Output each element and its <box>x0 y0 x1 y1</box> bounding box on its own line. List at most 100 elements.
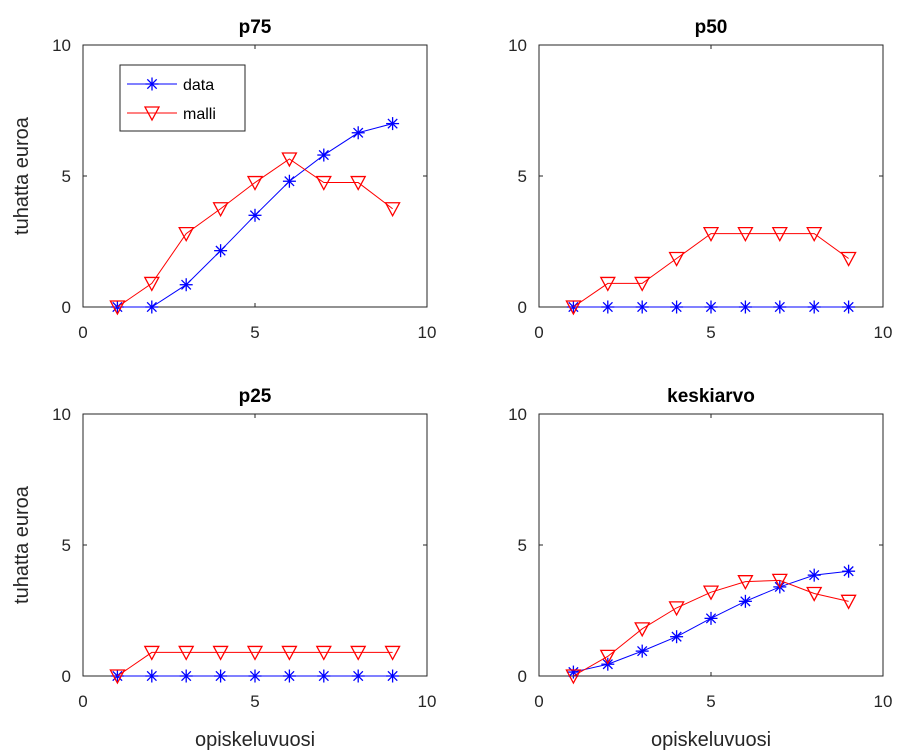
asterisk-stroke <box>602 301 613 313</box>
series-line-malli <box>573 233 849 308</box>
y-tick-label: 0 <box>518 667 527 686</box>
y-tick-label: 10 <box>508 405 527 424</box>
asterisk-stroke <box>387 670 398 682</box>
y-tick-label: 10 <box>52 405 71 424</box>
data-point-malli <box>737 226 754 243</box>
data-point-data <box>635 300 649 314</box>
data-point-malli <box>565 669 582 685</box>
data-point-data <box>807 300 821 314</box>
data-point-malli <box>737 575 754 591</box>
asterisk-stroke <box>215 245 226 256</box>
series-data <box>110 117 400 314</box>
x-tick-label: 5 <box>250 692 259 711</box>
data-point-data <box>317 669 331 683</box>
y-tick-label: 5 <box>518 167 527 186</box>
legend-label-data: data <box>183 77 214 94</box>
x-tick-label: 10 <box>418 323 437 342</box>
data-point-data <box>842 564 856 578</box>
legend: data malli <box>119 64 246 132</box>
panel-0: 0 5 10 0 5 10 p75 tuhatta euroa data malli <box>11 17 436 342</box>
data-point-malli <box>212 202 229 218</box>
series-malli <box>109 645 401 685</box>
asterisk-stroke <box>284 670 295 682</box>
asterisk-stroke <box>637 645 648 657</box>
data-point-malli <box>668 601 685 617</box>
asterisk-stroke <box>705 301 717 313</box>
data-point-malli <box>384 645 401 661</box>
data-point-malli <box>806 586 823 602</box>
data-point-malli <box>634 276 651 292</box>
y-axis-label: tuhatta euroa <box>11 485 33 604</box>
data-point-data <box>842 300 856 314</box>
data-point-data <box>386 117 400 131</box>
asterisk-stroke <box>284 176 295 187</box>
data-point-malli <box>771 226 788 243</box>
x-tick-label: 0 <box>78 323 87 342</box>
data-point-data <box>214 669 228 683</box>
data-point-malli <box>109 300 126 316</box>
x-axis-label: opiskeluvuosi <box>195 729 315 751</box>
x-axis-label: opiskeluvuosi <box>651 729 771 751</box>
y-tick-label: 5 <box>518 536 527 555</box>
asterisk-stroke <box>740 301 751 313</box>
chart-title: keskiarvo <box>667 386 755 407</box>
data-point-data <box>738 300 752 314</box>
x-tick-label: 0 <box>78 692 87 711</box>
data-point-data <box>351 669 365 683</box>
asterisk-stroke <box>146 301 157 313</box>
asterisk-stroke <box>843 566 854 577</box>
data-point-data <box>601 300 615 314</box>
x-tick-label: 10 <box>418 692 437 711</box>
data-point-malli <box>246 175 264 191</box>
chart-title: p75 <box>239 17 272 38</box>
data-point-malli <box>178 226 195 243</box>
data-point-data <box>566 665 580 679</box>
panel-2: 0 5 10 0 5 10 p25 opiskeluvuosi tuhatta euroa <box>11 386 436 751</box>
asterisk-stroke <box>181 279 192 290</box>
series-line-malli <box>573 579 849 677</box>
data-point-malli <box>668 251 685 267</box>
data-point-malli <box>315 175 332 191</box>
data-point-data <box>248 669 262 683</box>
asterisk-stroke <box>181 670 192 682</box>
data-point-malli <box>840 594 857 610</box>
data-point-malli <box>771 573 788 589</box>
asterisk-stroke <box>740 596 751 607</box>
x-tick-label: 10 <box>874 692 893 711</box>
data-point-malli <box>281 645 298 661</box>
asterisk-stroke <box>249 670 261 682</box>
x-tick-label: 5 <box>250 323 259 342</box>
legend-label-malli: malli <box>183 106 216 123</box>
data-point-malli <box>315 645 332 661</box>
asterisk-stroke <box>353 127 364 138</box>
data-point-data <box>773 300 787 314</box>
data-point-malli <box>384 202 401 218</box>
x-tick-label: 0 <box>534 692 543 711</box>
data-point-data <box>704 300 718 314</box>
data-point-malli <box>599 649 616 665</box>
data-point-malli <box>143 276 160 292</box>
asterisk-stroke <box>671 631 682 642</box>
data-point-malli <box>702 226 720 243</box>
plot-area <box>538 44 884 308</box>
data-point-data <box>317 148 331 162</box>
asterisk-stroke <box>568 666 579 678</box>
data-point-malli <box>702 585 720 601</box>
data-point-data <box>179 278 193 292</box>
asterisk-stroke <box>353 670 364 682</box>
data-point-malli <box>350 645 367 661</box>
series-data <box>566 300 856 314</box>
data-point-malli <box>840 251 857 267</box>
series-line-malli <box>117 651 393 677</box>
y-tick-label: 0 <box>62 667 71 686</box>
y-tick-label: 10 <box>52 36 71 55</box>
data-point-data <box>807 568 821 582</box>
data-point-malli <box>212 645 229 661</box>
data-point-data <box>179 669 193 683</box>
data-point-data <box>248 208 262 222</box>
asterisk-stroke <box>146 78 158 90</box>
y-tick-label: 5 <box>62 536 71 555</box>
data-point-malli <box>806 226 823 243</box>
data-point-data <box>282 669 296 683</box>
